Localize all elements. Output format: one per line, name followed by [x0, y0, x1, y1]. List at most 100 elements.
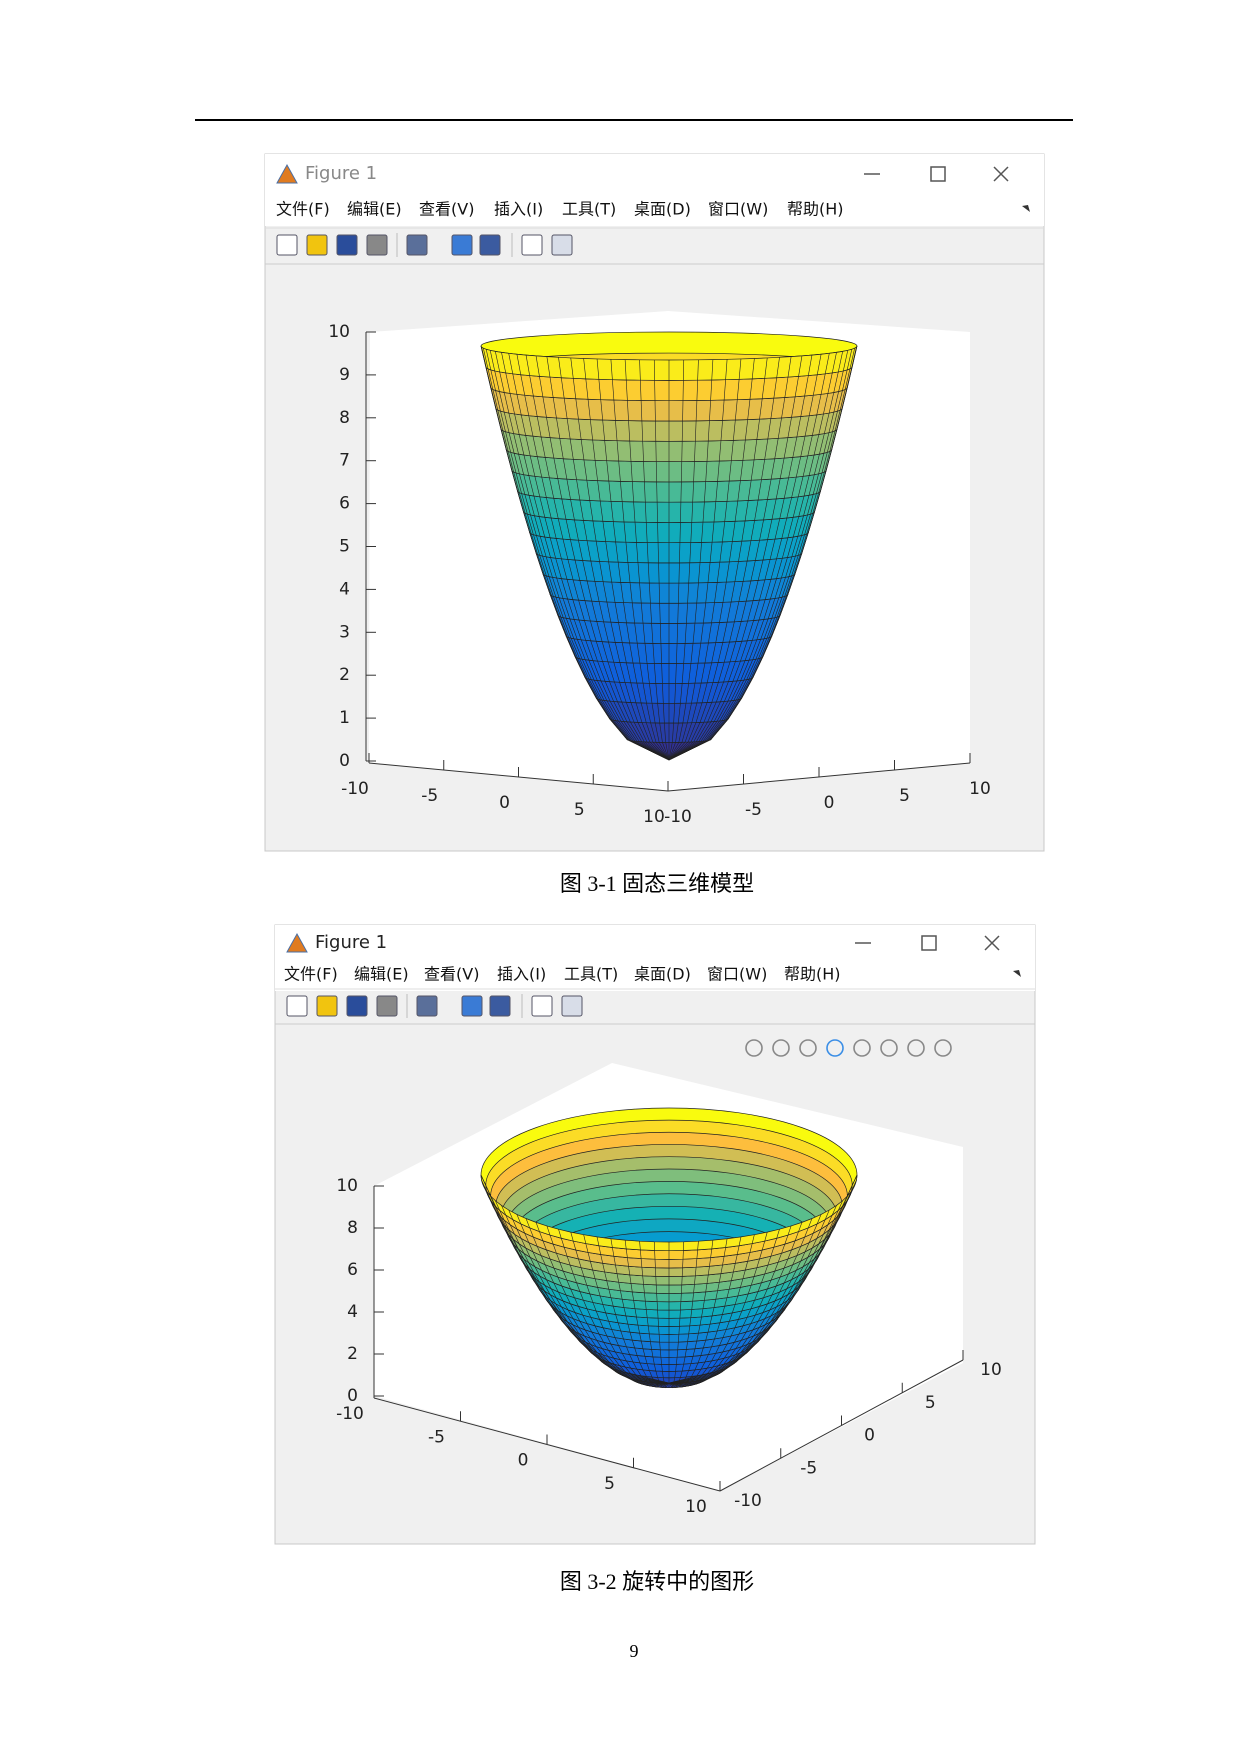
surface-meridian: [596, 358, 670, 761]
z-tick-label: 10: [328, 322, 350, 342]
menu-item[interactable]: 帮助(H): [787, 200, 844, 219]
close-button: [984, 935, 1000, 951]
toolbar-button[interactable]: [286, 995, 308, 1017]
toolbar-button[interactable]: [406, 234, 428, 256]
axes-tool-icon[interactable]: [934, 1039, 952, 1057]
axes-tool-icon[interactable]: [907, 1039, 925, 1057]
z-tick-label: 8: [347, 1218, 358, 1238]
toolbar-button[interactable]: [531, 995, 553, 1017]
x-tick-label: -5: [421, 786, 438, 806]
menu-item[interactable]: 文件(F): [276, 200, 330, 219]
menu-item[interactable]: 工具(T): [562, 200, 616, 219]
maximize-button: [921, 935, 937, 951]
surface-meridian: [668, 347, 857, 761]
toolbar-button[interactable]: [336, 234, 358, 256]
surface-meridian: [535, 355, 670, 761]
toolbar-button[interactable]: [416, 995, 438, 1017]
menu-item[interactable]: 文件(F): [284, 965, 338, 984]
surface-meridian: [583, 1234, 670, 1387]
x-tick-label: 0: [499, 793, 510, 813]
z-tick-label: 6: [347, 1260, 358, 1280]
x-tick-label: -5: [428, 1427, 445, 1447]
menu-item[interactable]: 编辑(E): [354, 965, 409, 984]
surface-meridian: [489, 350, 670, 761]
menu-item[interactable]: 查看(V): [419, 200, 474, 219]
y-tick-label: -5: [745, 800, 762, 820]
surface-meridian: [668, 1236, 742, 1387]
menu-item[interactable]: 插入(I): [494, 200, 543, 219]
surface-meridian: [668, 359, 728, 761]
app-icon: [286, 932, 308, 953]
menu-item[interactable]: 工具(T): [564, 965, 618, 984]
surface-meridian: [639, 359, 670, 761]
z-tick-label: 2: [347, 1344, 358, 1364]
toolbar-button[interactable]: [276, 234, 298, 256]
surface-meridian: [668, 1241, 699, 1388]
surface-meridian: [668, 352, 837, 761]
toolbar-button[interactable]: [551, 234, 573, 256]
surface-meridian: [668, 1209, 830, 1384]
toolbar-button[interactable]: [346, 995, 368, 1017]
surface-meridian: [668, 359, 699, 761]
surface-meridian: [508, 353, 670, 761]
surface-meridian: [668, 350, 849, 761]
surface-meridian: [558, 1229, 670, 1386]
toolbar-button[interactable]: [306, 234, 328, 256]
caption: 图 3-2 旋转中的图形: [560, 1569, 754, 1594]
surface-meridian: [485, 349, 670, 761]
menu-item[interactable]: 插入(I): [497, 965, 546, 984]
axes-tool-icon[interactable]: [799, 1039, 817, 1057]
surface-meridian: [668, 1234, 755, 1387]
axes-tool-icon[interactable]: [853, 1039, 871, 1057]
x-tick-label: 5: [604, 1474, 615, 1494]
menu-item[interactable]: 桌面(D): [634, 965, 691, 984]
toolbar-button[interactable]: [489, 995, 511, 1017]
x-tick-label: -10: [341, 779, 369, 799]
menu-item[interactable]: 编辑(E): [347, 200, 402, 219]
surface-meridian: [570, 1232, 670, 1386]
app-icon: [276, 163, 298, 184]
toolbar-button[interactable]: [376, 995, 398, 1017]
surface-meridian: [668, 1225, 792, 1385]
close-button: [993, 166, 1009, 182]
menu-item[interactable]: 窗口(W): [708, 200, 768, 219]
surface-meridian: [668, 359, 714, 761]
toolbar-button[interactable]: [451, 234, 473, 256]
z-tick-label: 6: [339, 494, 350, 514]
toolbar-button[interactable]: [521, 234, 543, 256]
surface-meridian: [668, 1238, 728, 1388]
page-number: 9: [630, 1641, 639, 1661]
surface-meridian: [583, 358, 670, 761]
surface-meridian: [668, 1229, 780, 1386]
z-tick-label: 1: [339, 708, 350, 728]
menu-arrow: [1013, 970, 1021, 977]
toolbar-button[interactable]: [316, 995, 338, 1017]
menu-item[interactable]: 窗口(W): [707, 965, 767, 984]
axes-tool-icon[interactable]: [772, 1039, 790, 1057]
toolbar-button[interactable]: [461, 995, 483, 1017]
axes-tool-icon[interactable]: [745, 1039, 763, 1057]
toolbar-button[interactable]: [561, 995, 583, 1017]
z-tick-label: 9: [339, 365, 350, 385]
menu-item[interactable]: 查看(V): [424, 965, 479, 984]
surface-meridian: [668, 1222, 803, 1384]
surface-meridian: [570, 357, 670, 761]
y-tick-label: 5: [899, 786, 910, 806]
menu-bar: [275, 959, 1035, 991]
x-tick-label: 5: [574, 800, 585, 820]
surface-meridian: [668, 1232, 768, 1386]
surface-meridian: [668, 1205, 837, 1384]
toolbar-button[interactable]: [366, 234, 388, 256]
surface-meridian: [668, 1240, 714, 1388]
surface-meridian: [610, 359, 670, 761]
axes-tool-icon[interactable]: [880, 1039, 898, 1057]
menu-item[interactable]: 帮助(H): [784, 965, 841, 984]
axes-tool-icon[interactable]: [826, 1039, 844, 1057]
surface-meridian: [596, 1236, 670, 1387]
surface-meridian: [653, 359, 670, 761]
surface-meridian: [535, 1222, 670, 1384]
title-bar: [275, 925, 1035, 965]
toolbar-button[interactable]: [479, 234, 501, 256]
z-tick-label: 0: [347, 1386, 358, 1406]
menu-item[interactable]: 桌面(D): [634, 200, 691, 219]
